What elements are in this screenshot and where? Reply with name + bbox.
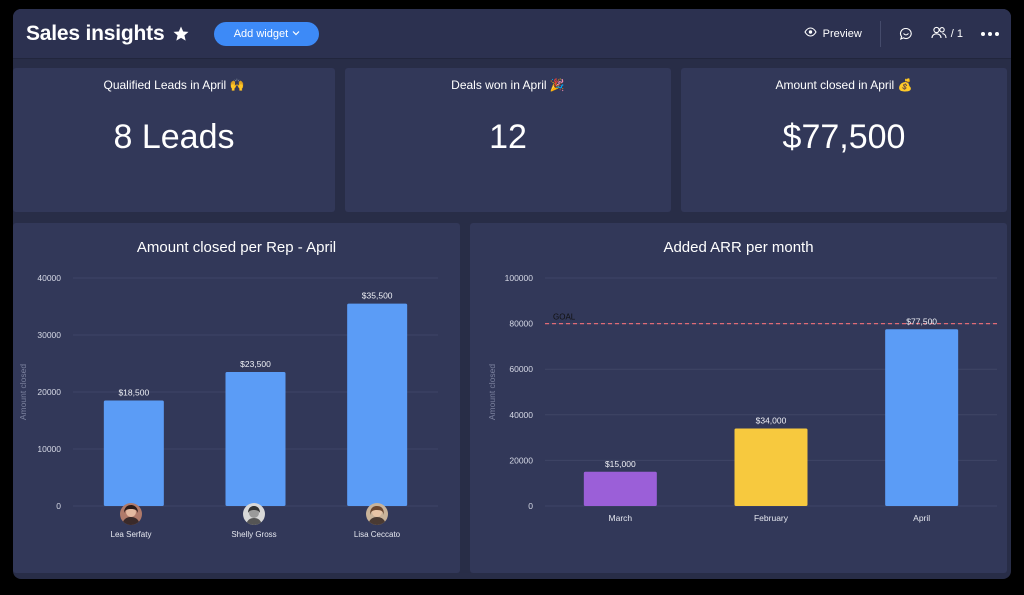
bar bbox=[885, 329, 959, 506]
chart-card-per-rep[interactable]: Amount closed per Rep - April 0 10000 2000… bbox=[13, 223, 460, 573]
avatar-lea-serfaty[interactable] bbox=[120, 503, 142, 525]
chart-card-arr[interactable]: Added ARR per month 0 20000 40000 60000 8000… bbox=[470, 223, 1007, 573]
users-icon bbox=[931, 26, 947, 42]
chart-title: Added ARR per month bbox=[663, 239, 814, 256]
bar-value-label: $35,500 bbox=[362, 291, 393, 301]
bar-value-label: $15,000 bbox=[605, 459, 636, 469]
dashboard-header: Sales insights Add widget Preview bbox=[13, 9, 1011, 59]
bar bbox=[347, 303, 408, 506]
preview-label: Preview bbox=[822, 27, 862, 40]
y-axis-label: Amount closed bbox=[487, 364, 497, 420]
bar-value-label: $18,500 bbox=[118, 388, 149, 398]
bar bbox=[583, 471, 657, 506]
y-tick-label: 40000 bbox=[37, 273, 61, 283]
bar-value-label: $23,500 bbox=[240, 359, 271, 369]
chevron-down-icon bbox=[292, 29, 300, 38]
members-count: / 1 bbox=[950, 27, 963, 40]
kpi-label: Deals won in April 🎉 bbox=[451, 78, 565, 92]
bar bbox=[734, 428, 808, 506]
y-tick-label: 0 bbox=[56, 501, 61, 511]
chat-icon[interactable] bbox=[899, 27, 913, 41]
y-tick-label: 40000 bbox=[509, 410, 533, 420]
x-tick-label: March bbox=[609, 513, 633, 523]
y-tick-label: 0 bbox=[528, 501, 533, 511]
avatar-shelly-gross[interactable] bbox=[243, 503, 265, 525]
kpi-label: Qualified Leads in April 🙌 bbox=[103, 78, 245, 92]
bar-chart-arr: 0 20000 40000 60000 80000 100000 Amount closed… bbox=[487, 273, 997, 523]
bar-chart-per-rep: 0 10000 20000 30000 40000 Amount closed $18,50… bbox=[18, 273, 438, 511]
x-tick-label: February bbox=[754, 513, 789, 523]
y-tick-label: 80000 bbox=[509, 319, 533, 329]
header-divider bbox=[879, 20, 881, 47]
y-tick-label: 10000 bbox=[37, 444, 61, 454]
bar-value-label: $77,500 bbox=[906, 316, 937, 326]
chart-title: Amount closed per Rep - April bbox=[136, 239, 337, 256]
add-widget-label: Add widget bbox=[233, 27, 289, 40]
rep-name: Shelly Gross bbox=[231, 530, 277, 539]
bar bbox=[225, 372, 286, 506]
kpi-label: Amount closed in April 💰 bbox=[775, 78, 913, 92]
dashboard-title: Sales insights bbox=[26, 21, 165, 45]
kpi-value: 12 bbox=[489, 118, 527, 156]
kpi-value: $77,500 bbox=[782, 118, 906, 156]
bar bbox=[103, 400, 164, 506]
bar-value-label: $34,000 bbox=[756, 415, 787, 425]
add-widget-button[interactable]: Add widget bbox=[214, 21, 320, 46]
y-tick-label: 20000 bbox=[509, 455, 533, 465]
kpi-card-deals[interactable]: Deals won in April 🎉 12 bbox=[345, 68, 671, 212]
kpi-value: 8 Leads bbox=[113, 118, 235, 156]
more-options-icon[interactable] bbox=[981, 31, 999, 36]
y-tick-label: 100000 bbox=[505, 273, 534, 283]
y-axis-label: Amount closed bbox=[18, 364, 28, 420]
y-tick-label: 30000 bbox=[37, 330, 61, 340]
x-tick-label: April bbox=[913, 513, 930, 523]
avatar-lisa-ceccato[interactable] bbox=[366, 503, 388, 525]
header-actions: Preview / 1 bbox=[804, 9, 1011, 58]
kpi-card-amount[interactable]: Amount closed in April 💰 $77,500 bbox=[681, 68, 1007, 212]
star-icon[interactable] bbox=[172, 25, 190, 43]
eye-icon bbox=[804, 27, 817, 40]
dashboard-frame: Sales insights Add widget Preview bbox=[13, 9, 1011, 579]
kpi-card-leads[interactable]: Qualified Leads in April 🙌 8 Leads bbox=[13, 68, 335, 212]
members-button[interactable]: / 1 bbox=[931, 26, 963, 42]
y-tick-label: 20000 bbox=[37, 387, 61, 397]
rep-name: Lisa Ceccato bbox=[353, 530, 401, 539]
preview-button[interactable]: Preview bbox=[804, 27, 862, 40]
y-tick-label: 60000 bbox=[509, 364, 533, 374]
goal-label: GOAL bbox=[553, 313, 576, 322]
rep-name: Lea Serfaty bbox=[110, 530, 152, 539]
